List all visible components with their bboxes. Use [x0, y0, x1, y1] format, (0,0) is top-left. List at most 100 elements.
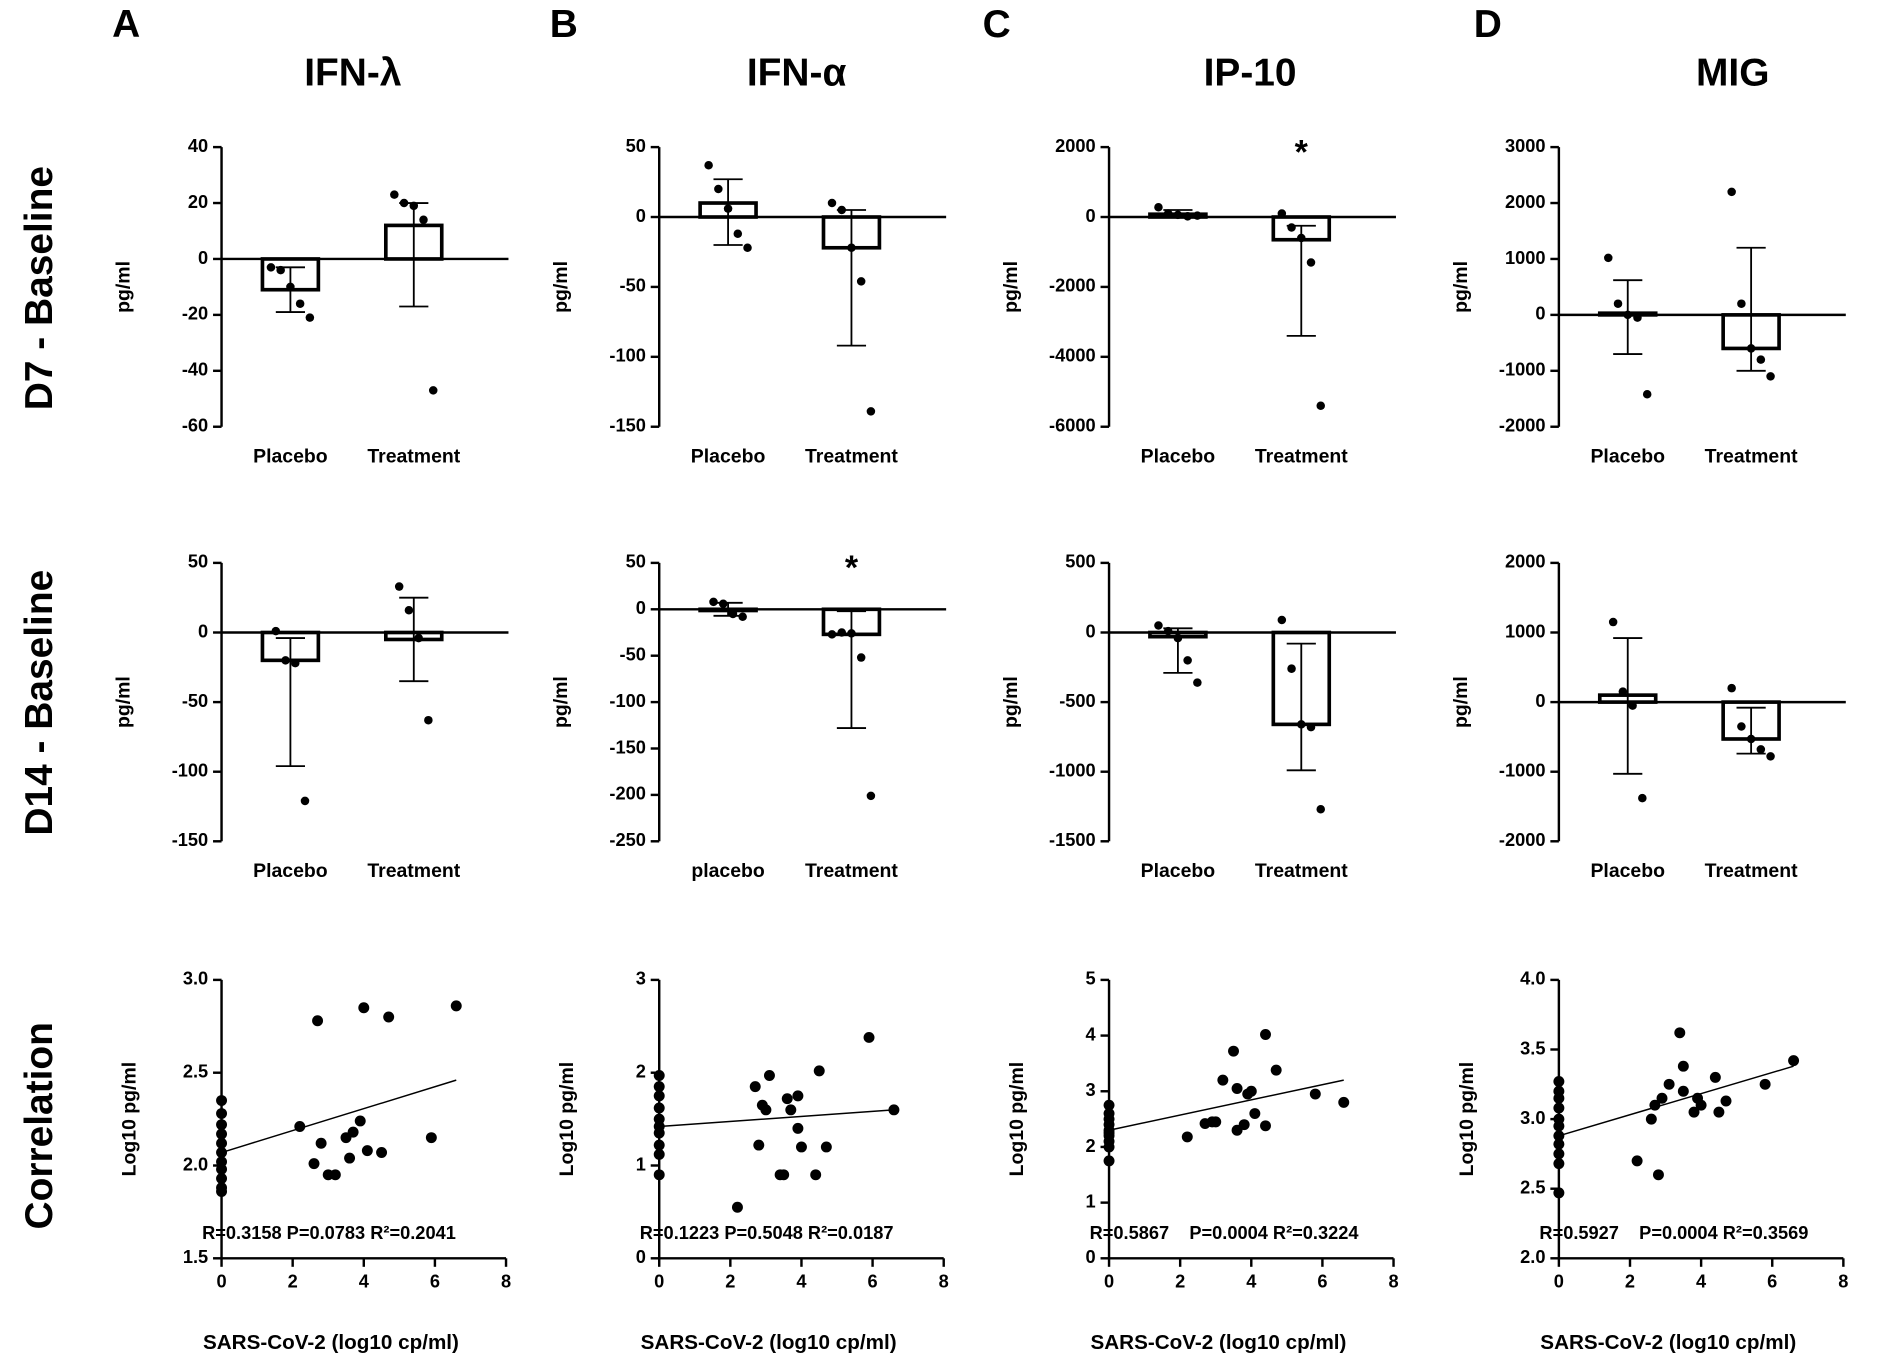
x-tick-label: Treatment — [367, 860, 460, 882]
x-tick-label: 2 — [725, 1270, 735, 1291]
x-tick-label: Placebo — [1141, 860, 1216, 882]
y-tick-label: -150 — [172, 829, 208, 850]
x-tick-label: Treatment — [1705, 860, 1798, 882]
data-point — [863, 1031, 875, 1043]
x-tick-label: 4 — [359, 1270, 370, 1291]
data-point — [1737, 722, 1746, 731]
data-point — [1553, 1187, 1565, 1199]
y-tick-label: -100 — [609, 345, 645, 366]
x-tick-label: Placebo — [253, 445, 328, 467]
row-label: D7 - Baseline — [18, 166, 61, 410]
data-point — [733, 229, 743, 239]
y-tick-label: -2000 — [1499, 829, 1546, 850]
data-point — [827, 198, 837, 208]
y-tick-label: 3 — [1086, 1079, 1096, 1100]
data-point — [414, 633, 423, 643]
data-point — [1217, 1074, 1229, 1086]
data-point — [1553, 1120, 1565, 1132]
y-tick-label: -1000 — [1499, 760, 1546, 781]
x-axis-label: SARS-CoV-2 (log10 cp/ml) — [1090, 1331, 1346, 1354]
y-tick-label: 40 — [188, 135, 208, 156]
y-tick-label: -4000 — [1049, 345, 1096, 366]
data-point — [810, 1169, 822, 1181]
y-tick-label: 3000 — [1505, 135, 1546, 156]
data-point — [428, 386, 438, 395]
data-point — [820, 1141, 832, 1153]
data-point — [1746, 734, 1756, 744]
data-point — [1270, 1064, 1282, 1076]
data-point — [1238, 1119, 1250, 1131]
stats: R=0.3158 P=0.0783 R²=0.2041 — [202, 1222, 456, 1243]
data-point — [344, 1152, 356, 1164]
data-point — [1338, 1096, 1350, 1108]
data-point — [709, 597, 718, 607]
y-tick-label: -40 — [182, 359, 208, 380]
data-point — [1306, 722, 1316, 732]
y-tick-label: 2 — [636, 1061, 646, 1082]
y-tick-label: 0 — [636, 597, 646, 618]
data-point — [216, 1173, 228, 1184]
x-tick-label: Treatment — [805, 860, 898, 882]
data-point — [704, 161, 713, 170]
data-point — [1645, 1113, 1657, 1125]
data-point — [1674, 1027, 1686, 1039]
y-tick-label: -50 — [182, 690, 208, 711]
data-point — [1688, 1106, 1700, 1118]
y-axis-label: Log10 pg/ml — [1006, 1062, 1028, 1176]
data-point — [1287, 664, 1296, 673]
y-tick-label: 4.0 — [1520, 968, 1545, 989]
stats: R=0.1223 P=0.5048 R²=0.0187 — [640, 1222, 894, 1243]
y-tick-label: 1 — [1086, 1190, 1096, 1211]
y-tick-label: -1000 — [1499, 359, 1546, 380]
y-tick-label: 0 — [1535, 303, 1545, 324]
y-tick-label: -50 — [620, 644, 646, 665]
data-point — [1756, 745, 1766, 754]
y-axis-label: Log10 pg/ml — [119, 1062, 141, 1176]
significance: * — [845, 549, 859, 587]
data-point — [1713, 1106, 1725, 1118]
y-tick-label: 0 — [1086, 205, 1096, 226]
data-point — [760, 1104, 772, 1116]
data-point — [653, 1081, 665, 1093]
y-tick-label: -2000 — [1049, 275, 1096, 296]
x-tick-label: 6 — [1767, 1270, 1777, 1291]
x-tick-label: 6 — [868, 1270, 878, 1291]
data-point — [653, 1102, 665, 1114]
data-point — [361, 1145, 373, 1157]
data-point — [1249, 1108, 1261, 1120]
data-point — [1709, 1071, 1721, 1083]
column-title: IFN-λ — [304, 52, 402, 95]
stats: R=0.5867 P=0.0004 R²=0.3224 — [1090, 1222, 1360, 1243]
column-title: MIG — [1696, 52, 1769, 95]
y-tick-label: 0 — [198, 620, 208, 641]
data-point — [1173, 633, 1183, 643]
y-axis-label: pg/ml — [112, 261, 134, 313]
data-point — [837, 205, 846, 215]
data-point — [813, 1065, 825, 1077]
x-axis-label: SARS-CoV-2 (log10 cp/ml) — [641, 1331, 897, 1354]
y-tick-label: 4 — [1086, 1023, 1097, 1044]
x-tick-label: 2 — [1625, 1270, 1635, 1291]
data-point — [718, 599, 728, 608]
x-tick-label: 8 — [1388, 1270, 1398, 1291]
row-label: D14 - Baseline — [18, 570, 61, 836]
data-point — [888, 1104, 900, 1116]
y-tick-label: 50 — [626, 551, 646, 572]
x-tick-label: Placebo — [1590, 445, 1665, 467]
y-tick-label: -50 — [620, 275, 646, 296]
data-point — [347, 1126, 359, 1138]
data-point — [749, 1081, 761, 1093]
data-point — [276, 265, 285, 275]
data-point — [1766, 752, 1775, 761]
data-point — [281, 656, 290, 665]
y-tick-label: -100 — [172, 760, 208, 781]
data-point — [1788, 1055, 1800, 1067]
fit-line — [221, 1079, 457, 1154]
y-tick-label: -250 — [609, 829, 645, 850]
data-point — [1103, 1141, 1115, 1153]
data-point — [1309, 1088, 1321, 1100]
y-axis-label: Log10 pg/ml — [1456, 1062, 1478, 1176]
data-point — [1193, 211, 1202, 220]
data-point — [1720, 1095, 1732, 1107]
